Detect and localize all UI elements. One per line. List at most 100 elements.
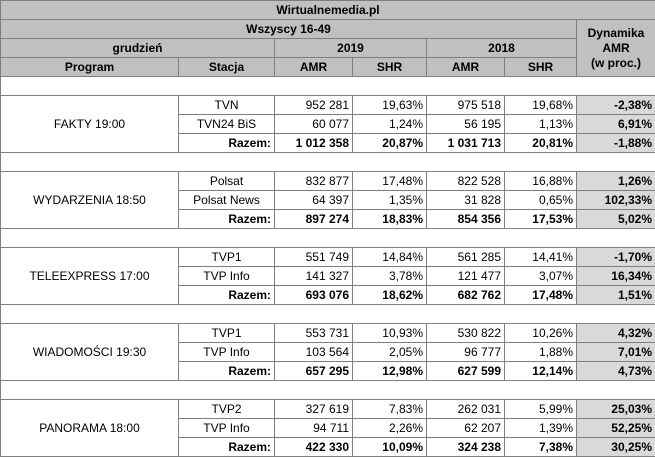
amr-2018-cell: 262 031: [427, 400, 505, 419]
shr-2019-cell: 2,26%: [353, 419, 427, 438]
program-name: FAKTY 19:00: [1, 96, 179, 153]
shr-2018-cell: 7,38%: [505, 438, 577, 457]
amr-2019-cell: 64 397: [275, 191, 353, 210]
shr-2018-cell: 3,07%: [505, 267, 577, 286]
amr-2018-cell: 682 762: [427, 286, 505, 305]
amr-2018-cell: 561 285: [427, 248, 505, 267]
shr-2019-column-header: SHR: [353, 58, 427, 77]
table-subtitle: Wszyscy 16-49: [1, 20, 577, 39]
dynamics-header: Dynamika AMR (w proc.): [577, 20, 655, 77]
separator-cell: [1, 381, 655, 400]
separator-cell: [1, 229, 655, 248]
shr-2019-cell: 20,87%: [353, 134, 427, 153]
shr-2018-cell: 20,81%: [505, 134, 577, 153]
shr-2019-cell: 3,78%: [353, 267, 427, 286]
station-cell: Razem:: [179, 134, 275, 153]
amr-2018-cell: 56 195: [427, 115, 505, 134]
separator-cell: [1, 77, 655, 96]
station-cell: TVP1: [179, 248, 275, 267]
amr-2019-cell: 1 012 358: [275, 134, 353, 153]
station-cell: TVP1: [179, 324, 275, 343]
station-cell: TVP2: [179, 400, 275, 419]
shr-2019-cell: 10,09%: [353, 438, 427, 457]
shr-2019-cell: 2,05%: [353, 343, 427, 362]
station-cell: TVN: [179, 96, 275, 115]
shr-2018-cell: 10,26%: [505, 324, 577, 343]
dynamics-header-line1: Dynamika: [580, 26, 652, 41]
amr-2018-cell: 121 477: [427, 267, 505, 286]
station-cell: Razem:: [179, 438, 275, 457]
amr-2018-column-header: AMR: [427, 58, 505, 77]
separator-cell: [1, 305, 655, 324]
dynamics-header-line3: (w proc.): [580, 56, 652, 71]
amr-2019-cell: 832 877: [275, 172, 353, 191]
group-separator: [1, 77, 655, 96]
amr-2019-cell: 551 749: [275, 248, 353, 267]
amr-2018-cell: 96 777: [427, 343, 505, 362]
shr-2018-cell: 0,65%: [505, 191, 577, 210]
dynamics-cell: 6,91%: [577, 115, 655, 134]
amr-2019-column-header: AMR: [275, 58, 353, 77]
amr-2019-cell: 141 327: [275, 267, 353, 286]
shr-2018-cell: 19,68%: [505, 96, 577, 115]
group-separator: [1, 305, 655, 324]
shr-2018-cell: 16,88%: [505, 172, 577, 191]
shr-2019-cell: 1,35%: [353, 191, 427, 210]
shr-2018-cell: 1,88%: [505, 343, 577, 362]
dynamics-header-line2: AMR: [580, 41, 652, 56]
dynamics-cell: 5,02%: [577, 210, 655, 229]
station-cell: TVP Info: [179, 419, 275, 438]
shr-2019-cell: 10,93%: [353, 324, 427, 343]
program-name: TELEEXPRESS 17:00: [1, 248, 179, 305]
station-cell: Razem:: [179, 210, 275, 229]
shr-2019-cell: 18,62%: [353, 286, 427, 305]
amr-2019-cell: 553 731: [275, 324, 353, 343]
dynamics-cell: 4,73%: [577, 362, 655, 381]
dynamics-cell: 4,32%: [577, 324, 655, 343]
amr-2018-cell: 31 828: [427, 191, 505, 210]
shr-2018-cell: 14,41%: [505, 248, 577, 267]
shr-2019-cell: 14,84%: [353, 248, 427, 267]
shr-2019-cell: 18,83%: [353, 210, 427, 229]
station-cell: Razem:: [179, 286, 275, 305]
amr-2019-cell: 103 564: [275, 343, 353, 362]
shr-2018-cell: 5,99%: [505, 400, 577, 419]
station-cell: TVP Info: [179, 267, 275, 286]
amr-2018-cell: 324 238: [427, 438, 505, 457]
amr-2019-cell: 693 076: [275, 286, 353, 305]
station-cell: TVN24 BiS: [179, 115, 275, 134]
amr-2019-cell: 422 330: [275, 438, 353, 457]
year-2019-header: 2019: [275, 39, 427, 58]
dynamics-cell: 102,33%: [577, 191, 655, 210]
year-2018-header: 2018: [427, 39, 577, 58]
amr-2018-cell: 975 518: [427, 96, 505, 115]
amr-2019-cell: 657 295: [275, 362, 353, 381]
amr-2018-cell: 1 031 713: [427, 134, 505, 153]
amr-2019-cell: 60 077: [275, 115, 353, 134]
shr-2019-cell: 12,98%: [353, 362, 427, 381]
station-cell: TVP Info: [179, 343, 275, 362]
dynamics-cell: 7,01%: [577, 343, 655, 362]
amr-2019-cell: 897 274: [275, 210, 353, 229]
amr-2018-cell: 854 356: [427, 210, 505, 229]
amr-2019-cell: 94 711: [275, 419, 353, 438]
amr-2019-cell: 327 619: [275, 400, 353, 419]
dynamics-cell: 1,26%: [577, 172, 655, 191]
program-name: WIADOMOŚCI 19:30: [1, 324, 179, 381]
shr-2019-cell: 17,48%: [353, 172, 427, 191]
program-name: PANORAMA 18:00: [1, 400, 179, 457]
station-column-header: Stacja: [179, 58, 275, 77]
table-title: Wirtualnemedia.pl: [1, 1, 655, 20]
amr-2018-cell: 822 528: [427, 172, 505, 191]
amr-2018-cell: 530 822: [427, 324, 505, 343]
shr-2018-cell: 1,13%: [505, 115, 577, 134]
shr-2019-cell: 19,63%: [353, 96, 427, 115]
shr-2018-cell: 1,39%: [505, 419, 577, 438]
group-separator: [1, 153, 655, 172]
